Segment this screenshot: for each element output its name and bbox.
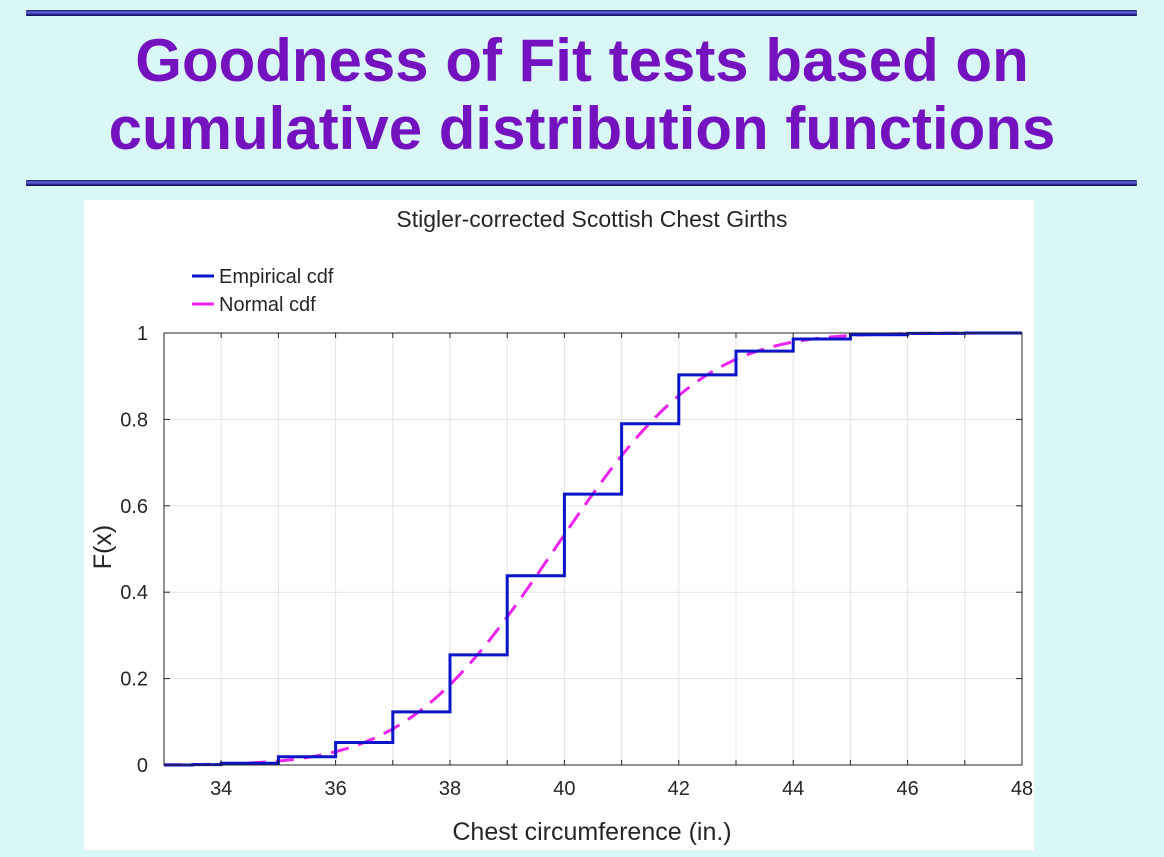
- legend-label-normal: Normal cdf: [219, 294, 316, 316]
- y-tick-label: 0: [137, 755, 148, 777]
- x-tick-label: 46: [896, 778, 918, 800]
- x-tick-label: 48: [1011, 778, 1033, 800]
- x-tick-label: 38: [439, 778, 461, 800]
- y-tick-label: 1: [137, 323, 148, 345]
- x-tick-label: 44: [782, 778, 804, 800]
- series-layer: [163, 331, 1023, 767]
- x-tick-label: 34: [210, 778, 232, 800]
- y-tick-label: 0.2: [120, 669, 148, 691]
- x-tick-label: 36: [324, 778, 346, 800]
- y-tick-label: 0.8: [120, 409, 148, 431]
- ticks-layer: 0 0.2 0.4 0.6 0.8 1 34 36 38 40 42 44 46 48: [120, 323, 1033, 800]
- chart-title: Stigler-corrected Scottish Chest Girths: [396, 206, 787, 232]
- empirical-cdf-line: [164, 331, 1022, 767]
- y-tick-label: 0.4: [120, 582, 148, 604]
- bottom-divider-rule: [26, 180, 1137, 186]
- y-axis-label: F(x): [89, 525, 117, 569]
- grid-layer: [163, 332, 1023, 766]
- x-tick-label: 40: [553, 778, 575, 800]
- axes-box: [163, 332, 1023, 766]
- cdf-chart: 0 0.2 0.4 0.6 0.8 1 34 36 38 40 42 44 46 48 Stigler-c…: [89, 206, 1033, 846]
- x-axis-label: Chest circumference (in.): [452, 818, 731, 846]
- top-divider-rule: [26, 10, 1137, 16]
- slide-title-line-1: Goodness of Fit tests based on: [135, 27, 1029, 94]
- slide-title-line-2: cumulative distribution functions: [108, 95, 1056, 162]
- chart-panel: 0 0.2 0.4 0.6 0.8 1 34 36 38 40 42 44 46 48 Stigler-c…: [84, 200, 1034, 850]
- legend-label-empirical: Empirical cdf: [219, 266, 334, 288]
- x-tick-label: 42: [668, 778, 690, 800]
- normal-cdf-line: [163, 331, 1023, 767]
- y-tick-label: 0.6: [120, 496, 148, 518]
- slide-title: Goodness of Fit tests based on cumulativ…: [0, 27, 1164, 163]
- legend: Empirical cdf Normal cdf: [192, 266, 334, 316]
